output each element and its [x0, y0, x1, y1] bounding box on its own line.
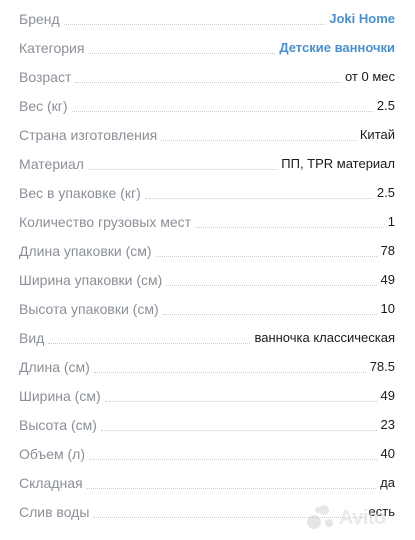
dotted-leader: [100, 429, 377, 431]
dotted-leader: [144, 197, 373, 199]
spec-label: Материал: [0, 155, 88, 172]
specifications-list: Бренд Joki Home Категория Детские ванночки В…: [0, 4, 415, 526]
spec-value: 10: [376, 301, 415, 316]
spec-value: 49: [376, 388, 415, 403]
spec-label: Количество грузовых мест: [0, 213, 196, 230]
spec-value: 23: [376, 417, 415, 432]
dotted-leader: [63, 23, 326, 25]
spec-row: Категория Детские ванночки: [0, 33, 415, 62]
spec-label: Вес в упаковке (кг): [0, 184, 145, 201]
spec-value: 78.5: [365, 359, 415, 374]
dotted-leader: [166, 284, 377, 286]
spec-row: Количество грузовых мест 1: [0, 207, 415, 236]
spec-label: Длина (см): [0, 358, 94, 375]
spec-label: Вид: [0, 329, 49, 346]
spec-value: да: [376, 475, 415, 490]
dotted-leader: [162, 313, 377, 315]
dotted-leader: [93, 516, 365, 518]
spec-value: есть: [364, 504, 415, 519]
spec-row: Вес (кг) 2.5: [0, 91, 415, 120]
spec-row: Высота упаковки (см) 10: [0, 294, 415, 323]
dotted-leader: [88, 52, 276, 54]
dotted-leader: [87, 168, 278, 170]
spec-label: Вес (кг): [0, 97, 72, 114]
spec-label: Объем (л): [0, 445, 89, 462]
spec-row: Возраст от 0 мес: [0, 62, 415, 91]
spec-label: Категория: [0, 39, 89, 56]
dotted-leader: [155, 255, 377, 257]
spec-label: Длина упаковки (см): [0, 242, 156, 259]
spec-value-link[interactable]: Joki Home: [325, 11, 415, 26]
spec-label: Слив воды: [0, 503, 94, 520]
dotted-leader: [86, 487, 377, 489]
spec-row: Вид ванночка классическая: [0, 323, 415, 352]
spec-row: Бренд Joki Home: [0, 4, 415, 33]
spec-row: Длина (см) 78.5: [0, 352, 415, 381]
spec-row: Слив воды есть: [0, 497, 415, 526]
dotted-leader: [195, 226, 384, 228]
spec-row: Вес в упаковке (кг) 2.5: [0, 178, 415, 207]
spec-value: 40: [376, 446, 415, 461]
spec-label: Складная: [0, 474, 87, 491]
spec-row: Страна изготовления Китай: [0, 120, 415, 149]
spec-value: 1: [383, 214, 415, 229]
spec-label: Ширина упаковки (см): [0, 271, 167, 288]
spec-value: от 0 мес: [340, 69, 415, 84]
spec-row: Ширина (см) 49: [0, 381, 415, 410]
spec-row: Высота (см) 23: [0, 410, 415, 439]
spec-value: 2.5: [372, 185, 415, 200]
dotted-leader: [161, 139, 356, 141]
spec-value: Китай: [355, 127, 415, 142]
spec-label: Ширина (см): [0, 387, 105, 404]
dotted-leader: [89, 458, 377, 460]
spec-label: Страна изготовления: [0, 126, 162, 143]
spec-row: Складная да: [0, 468, 415, 497]
spec-value: 78: [376, 243, 415, 258]
spec-row: Длина упаковки (см) 78: [0, 236, 415, 265]
spec-value: ванночка классическая: [250, 330, 415, 345]
spec-value: 2.5: [372, 98, 415, 113]
dotted-leader: [104, 400, 377, 402]
spec-label: Высота (см): [0, 416, 101, 433]
dotted-leader: [48, 342, 251, 344]
dotted-leader: [75, 81, 341, 83]
dotted-leader: [71, 110, 373, 112]
spec-value: 49: [376, 272, 415, 287]
spec-value-link[interactable]: Детские ванночки: [275, 40, 415, 55]
spec-row: Объем (л) 40: [0, 439, 415, 468]
spec-label: Высота упаковки (см): [0, 300, 163, 317]
spec-value: ПП, TPR материал: [277, 156, 415, 171]
spec-label: Возраст: [0, 68, 76, 85]
spec-row: Ширина упаковки (см) 49: [0, 265, 415, 294]
dotted-leader: [93, 371, 366, 373]
spec-row: Материал ПП, TPR материал: [0, 149, 415, 178]
spec-label: Бренд: [0, 10, 64, 27]
